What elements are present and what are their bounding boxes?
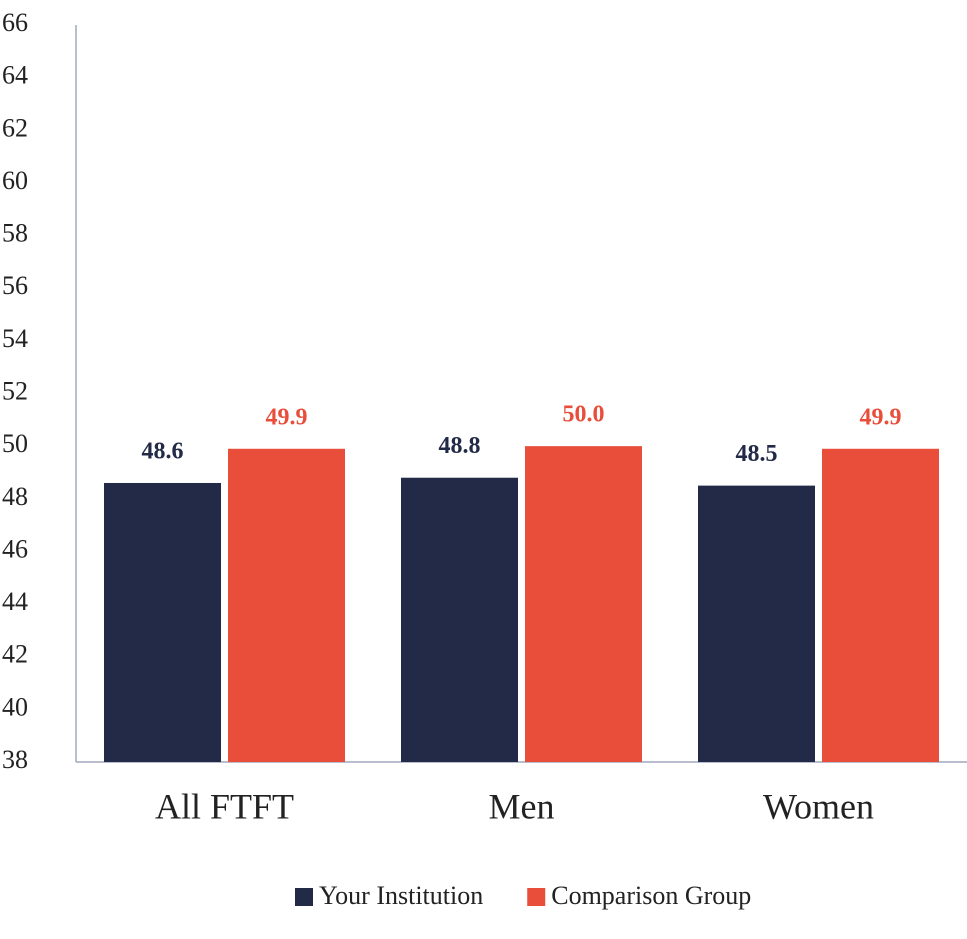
value-label: 49.9 [860, 404, 902, 430]
value-label: 50.0 [563, 402, 605, 428]
bar [401, 477, 518, 762]
bar [525, 446, 642, 762]
y-tick-label: 62 [2, 113, 28, 142]
value-label: 48.6 [142, 438, 184, 464]
legend-swatch [527, 888, 546, 906]
bar [104, 482, 221, 762]
value-label: 48.5 [736, 441, 778, 467]
bar [822, 448, 939, 762]
bar [698, 485, 815, 762]
y-tick-label: 46 [2, 534, 28, 563]
x-tick-label: Men [489, 786, 555, 826]
y-tick-label: 56 [2, 271, 28, 300]
y-tick-label: 58 [2, 219, 28, 248]
y-tick-label: 48 [2, 482, 28, 511]
y-tick-label: 38 [2, 745, 28, 774]
legend-label: Comparison Group [551, 881, 751, 910]
y-tick-label: 66 [2, 8, 28, 37]
x-tick-label: Women [763, 786, 874, 826]
y-tick-label: 40 [2, 692, 28, 721]
y-tick-label: 52 [2, 376, 28, 405]
legend-label: Your Institution [319, 881, 483, 910]
value-label: 48.8 [439, 433, 481, 459]
y-tick-label: 50 [2, 429, 28, 458]
y-tick-label: 60 [2, 166, 28, 195]
x-tick-label: All FTFT [155, 786, 294, 826]
y-tick-label: 44 [2, 587, 28, 616]
y-tick-label: 54 [2, 324, 28, 353]
y-tick-label: 42 [2, 640, 28, 669]
value-label: 49.9 [266, 404, 308, 430]
legend-swatch [295, 888, 313, 906]
y-tick-label: 64 [2, 61, 28, 90]
bar [228, 448, 345, 762]
